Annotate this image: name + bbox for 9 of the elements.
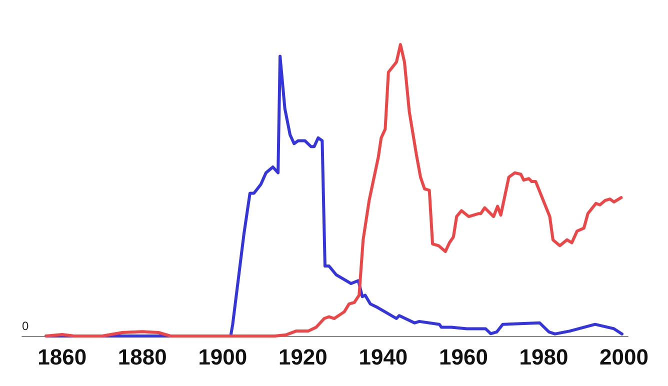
x-tick-label: 1860 [38, 344, 87, 370]
x-tick-label: 2000 [600, 344, 648, 370]
x-tick-label: 1920 [278, 344, 328, 370]
annotation: 0 [22, 319, 29, 333]
x-tick-label: 1900 [198, 344, 248, 370]
x-tick-label: 1880 [118, 344, 167, 370]
x-tick-label: 1940 [358, 344, 408, 370]
x-tick-label: 1980 [519, 344, 568, 370]
x-tick-label: 1960 [438, 344, 488, 370]
